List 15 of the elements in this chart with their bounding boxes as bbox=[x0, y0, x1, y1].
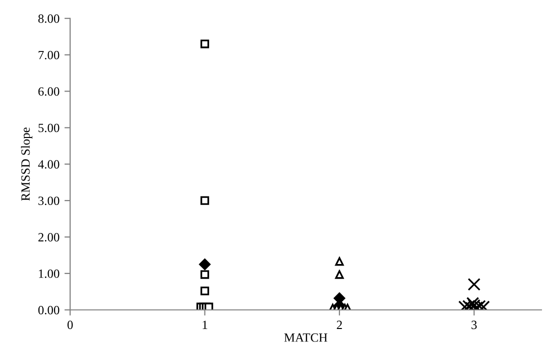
x-axis-title: MATCH bbox=[284, 333, 328, 342]
y-tick-label: 6.00 bbox=[38, 87, 60, 96]
y-tick-label: 8.00 bbox=[38, 14, 60, 23]
x-tick-label: 2 bbox=[336, 320, 342, 329]
y-tick-label: 3.00 bbox=[38, 196, 60, 206]
y-tick-label: 0.00 bbox=[38, 306, 60, 314]
x-tick-label: 0 bbox=[67, 320, 73, 330]
y-tick-label: 2.00 bbox=[38, 233, 60, 242]
y-tick-label: 7.00 bbox=[38, 50, 60, 60]
y-tick-label: 1.00 bbox=[38, 269, 60, 278]
x-tick-label: 3 bbox=[472, 320, 477, 330]
y-tick-label: 4.00 bbox=[38, 160, 60, 169]
y-axis-title: RMSSD Slope bbox=[20, 128, 32, 201]
y-tick-label: 5.00 bbox=[38, 124, 60, 132]
x-tick-label: 1 bbox=[202, 320, 208, 329]
